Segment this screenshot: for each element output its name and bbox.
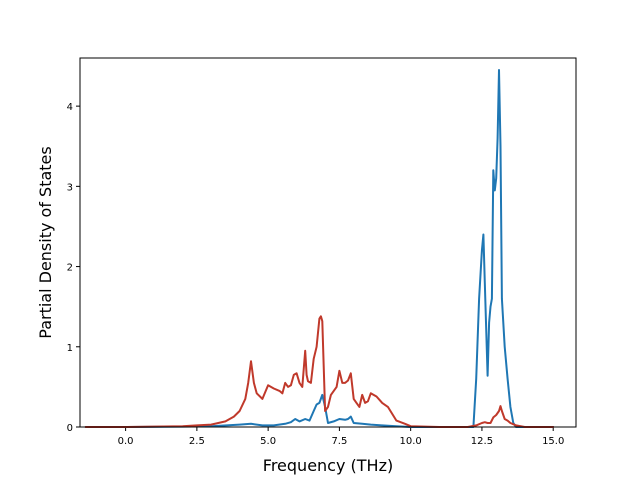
- y-tick-label: 3: [67, 182, 73, 193]
- series-line-1: [84, 69, 555, 428]
- y-tick-label: 4: [67, 102, 73, 113]
- x-axis-label: Frequency (THz): [263, 456, 393, 475]
- x-tick-label: 0.0: [118, 436, 134, 447]
- y-axis-label: Partial Density of States: [36, 146, 55, 338]
- y-tick-label: 0: [67, 423, 73, 434]
- x-tick-label: 2.5: [189, 436, 205, 447]
- series-layer: [84, 69, 555, 428]
- x-tick-label: 12.5: [471, 436, 493, 447]
- y-tick-label: 1: [67, 343, 73, 354]
- y-tick-label: 2: [67, 263, 73, 274]
- axes-frame: [79, 57, 577, 428]
- x-tick-label: 10.0: [400, 436, 422, 447]
- x-tick-label: 7.5: [331, 436, 347, 447]
- x-tick-label: 15.0: [542, 436, 564, 447]
- tick-layer: 0.0 2.5 5.0 7.5 10.0 12.5 15.0 0 1 2 3 4: [67, 102, 565, 447]
- series-line-2: [84, 315, 555, 428]
- x-tick-label: 5.0: [260, 436, 276, 447]
